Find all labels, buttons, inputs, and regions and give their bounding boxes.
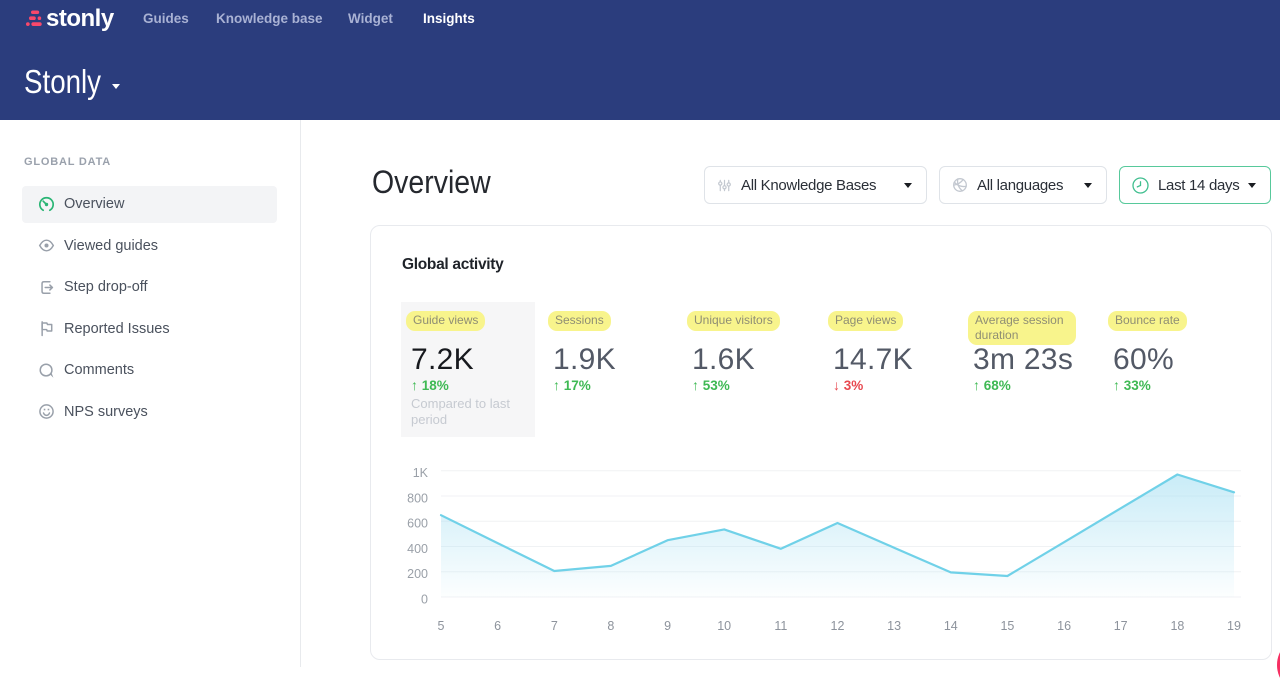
svg-text:11: 11 [774, 619, 787, 633]
svg-text:0: 0 [421, 592, 428, 606]
svg-text:7: 7 [551, 619, 558, 633]
svg-text:14: 14 [944, 619, 958, 633]
svg-text:15: 15 [1000, 619, 1014, 633]
svg-text:17: 17 [1114, 619, 1128, 633]
svg-text:400: 400 [407, 542, 428, 556]
svg-text:16: 16 [1057, 619, 1071, 633]
svg-text:18: 18 [1170, 619, 1184, 633]
svg-text:800: 800 [407, 491, 428, 505]
svg-text:1K: 1K [413, 466, 429, 480]
svg-text:600: 600 [407, 517, 428, 531]
svg-text:6: 6 [494, 619, 501, 633]
svg-text:19: 19 [1227, 619, 1241, 633]
svg-text:10: 10 [717, 619, 731, 633]
svg-text:5: 5 [438, 619, 445, 633]
svg-text:200: 200 [407, 567, 428, 581]
svg-text:13: 13 [887, 619, 901, 633]
svg-text:8: 8 [607, 619, 614, 633]
svg-text:9: 9 [664, 619, 671, 633]
svg-text:12: 12 [831, 619, 845, 633]
